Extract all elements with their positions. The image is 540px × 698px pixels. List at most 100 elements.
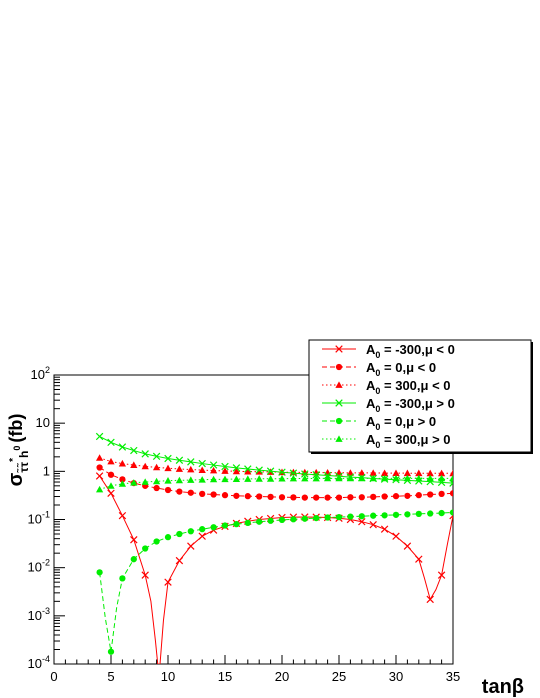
series-4-point-12 xyxy=(221,462,229,471)
series-3-point-10 xyxy=(198,466,206,474)
series-2-point-16 xyxy=(267,493,274,501)
x-tick-label-25: 25 xyxy=(332,669,346,684)
series-1-point-24 xyxy=(369,520,377,529)
series-1-point-9 xyxy=(198,532,206,540)
series-6-point-27 xyxy=(392,474,400,482)
series-layer xyxy=(95,432,453,664)
series-6-point-7 xyxy=(164,477,172,484)
legend: A0 = -300,μ < 0A0 = 0,μ < 0A0 = 300,μ < … xyxy=(308,339,533,454)
series-1-point-1 xyxy=(95,472,104,480)
series-2-point-26 xyxy=(381,493,388,500)
series-6-point-20 xyxy=(312,474,320,482)
y-tick-label-4: 1 xyxy=(43,463,50,478)
y-tick-label-5: 10 xyxy=(36,415,50,430)
series-5-point-6 xyxy=(153,538,160,545)
series-4-point-4 xyxy=(130,446,138,455)
series-6-point-29 xyxy=(415,474,423,482)
legend-entry-2: A0 = 0,μ < 0 xyxy=(322,360,436,378)
series-6 xyxy=(95,474,453,493)
series-2-point-30 xyxy=(427,491,434,498)
series-3-point-20 xyxy=(312,468,320,476)
series-5-point-19 xyxy=(301,515,308,522)
series-6-point-22 xyxy=(335,474,343,482)
series-5-point-26 xyxy=(381,512,388,519)
series-5-point-22 xyxy=(335,513,343,521)
series-3-point-15 xyxy=(255,468,263,475)
legend-label-5: A0 = 0,μ > 0 xyxy=(366,414,436,432)
series-5-point-16 xyxy=(267,517,274,524)
series-2-point-8 xyxy=(176,488,183,495)
series-3-point-27 xyxy=(392,469,400,476)
series-1-point-23 xyxy=(358,517,366,526)
series-5-point-18 xyxy=(290,516,297,523)
series-6-point-21 xyxy=(323,474,332,482)
series-5-point-23 xyxy=(347,513,354,520)
series-4-point-6 xyxy=(152,452,161,461)
series-5-point-2 xyxy=(107,648,115,655)
legend-marker-2 xyxy=(335,363,343,371)
series-6-point-14 xyxy=(244,475,252,482)
series-6-point-9 xyxy=(187,476,195,483)
series-5 xyxy=(96,509,453,655)
legend-label-1: A0 = -300,μ < 0 xyxy=(366,342,455,360)
legend-entry-1: A0 = -300,μ < 0 xyxy=(322,342,455,360)
series-5-point-11 xyxy=(210,524,217,531)
series-3-point-7 xyxy=(164,464,172,472)
series-5-point-4 xyxy=(130,556,137,563)
series-6-point-31 xyxy=(437,474,446,482)
x-axis-title-greek: β xyxy=(512,676,524,698)
series-4-point-20 xyxy=(312,471,320,479)
series-3-point-30 xyxy=(426,469,434,477)
series-4-point-8 xyxy=(175,456,184,464)
axis-ticks xyxy=(53,374,454,665)
series-2-point-6 xyxy=(153,484,160,492)
series-1-point-29 xyxy=(426,595,434,604)
series-2-point-14 xyxy=(244,493,251,500)
legend-box xyxy=(308,339,532,453)
series-6-point-26 xyxy=(380,474,389,482)
series-5-point-7 xyxy=(164,534,172,541)
y-tick-label-0: 10-4 xyxy=(28,654,50,671)
series-2-point-19 xyxy=(301,494,308,501)
series-1-point-27 xyxy=(403,542,412,550)
series-4-point-3 xyxy=(118,443,127,451)
series-2-point-23 xyxy=(347,494,354,501)
y-axis-title-sup3: 0 xyxy=(12,446,22,451)
series-4-point-10 xyxy=(198,459,206,468)
series-4-point-11 xyxy=(209,461,218,469)
series-3-point-24 xyxy=(358,469,366,476)
legend-label-6: A0 = 300,μ > 0 xyxy=(366,432,451,450)
legend-entry-4: A0 = -300,μ > 0 xyxy=(322,396,455,414)
series-6-point-23 xyxy=(346,474,355,482)
series-2 xyxy=(96,464,453,501)
x-tick-label-10: 10 xyxy=(161,669,175,684)
series-1-point-26 xyxy=(392,532,400,540)
x-tick-label-0: 0 xyxy=(50,669,57,684)
series-1-point-25 xyxy=(380,525,389,533)
series-1-point-2 xyxy=(107,489,115,498)
series-6-point-32 xyxy=(449,474,453,482)
series-4-point-1 xyxy=(95,432,104,441)
series-3-point-23 xyxy=(346,469,355,476)
series-5-point-27 xyxy=(392,511,400,518)
series-1-point-8 xyxy=(187,542,195,550)
legend-marker-5 xyxy=(335,417,343,425)
series-4-point-9 xyxy=(187,458,195,466)
series-6-point-5 xyxy=(141,478,149,485)
series-2-point-31 xyxy=(438,490,445,498)
y-axis-title-sub1: τ̃ xyxy=(16,467,31,474)
series-3-point-12 xyxy=(221,467,229,474)
series-2-point-11 xyxy=(210,491,217,498)
series-5-point-8 xyxy=(176,530,183,538)
series-2-point-2 xyxy=(107,471,115,478)
series-5-point-14 xyxy=(244,519,251,527)
series-2-point-20 xyxy=(313,494,320,501)
series-4-point-19 xyxy=(301,470,309,478)
series-2-point-3 xyxy=(119,476,126,483)
series-1-point-6 xyxy=(164,578,172,586)
series-2-point-17 xyxy=(278,494,286,501)
series-5-point-29 xyxy=(415,510,422,517)
series-4-point-7 xyxy=(164,454,172,463)
legend-entry-3: A0 = 300,μ < 0 xyxy=(322,378,451,396)
